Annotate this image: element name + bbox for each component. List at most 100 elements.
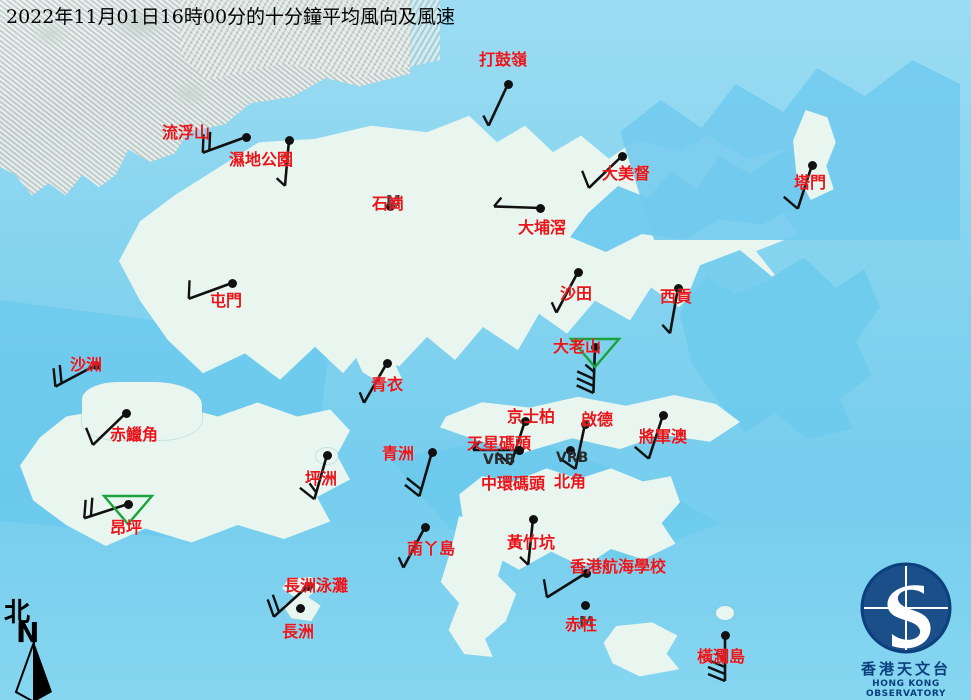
station-dot (581, 568, 591, 578)
wind-barb-icon (581, 155, 623, 189)
hko-emblem-icon (860, 562, 952, 654)
wind-barb-icon (299, 454, 329, 501)
station-label: 青洲 (382, 444, 415, 463)
station-dot (420, 522, 430, 532)
station-label: 打鼓嶺 (479, 50, 528, 69)
station-dot (658, 410, 668, 420)
wind-barb-icon (275, 139, 291, 187)
station-dot (807, 160, 817, 170)
station-label: 赤鱲角 (110, 425, 159, 444)
station-label: 石崗 (372, 194, 405, 213)
station-label: 中環碼頭 (481, 474, 546, 493)
north-arrow: 北 N (4, 592, 66, 700)
station-dot (322, 450, 332, 460)
station-label: 流浮山 (162, 123, 211, 142)
station-label: 塔門 (794, 173, 827, 192)
station-label: 香港航海學校 (570, 557, 667, 576)
north-arrow-needle (14, 641, 52, 700)
station-label: 北角 (554, 472, 587, 491)
station-dot (91, 360, 101, 370)
variable-wind-flag: VRB (556, 450, 589, 466)
station-label: 沙洲 (70, 355, 103, 374)
station-label: 沙田 (560, 284, 593, 303)
station-dot (121, 408, 131, 418)
station-dot (673, 283, 683, 293)
station-label: 昂坪 (110, 518, 143, 537)
station-label: 長洲泳灘 (284, 576, 349, 595)
wind-barb-icon (576, 346, 597, 395)
wind-barb-icon (52, 363, 97, 388)
station-dot (720, 630, 730, 640)
station-dot (295, 603, 305, 613)
variable-wind-flag: VRB (483, 452, 516, 468)
wind-barb-icon (85, 412, 127, 446)
station-dot (590, 342, 600, 352)
missing-data-flag: M (579, 613, 594, 631)
station-dot (573, 267, 583, 277)
station-label: 赤柱 (565, 615, 598, 634)
wind-barb-icon (707, 635, 727, 683)
station-dot (528, 514, 538, 524)
station-label: 南丫島 (407, 539, 456, 558)
station-label: 青衣 (371, 375, 404, 394)
station-dot (580, 600, 590, 610)
hko-logo-label-cn: 香港天文台 (860, 660, 951, 678)
wind-barb-icon (542, 571, 587, 599)
wind-barb-icon (83, 497, 129, 520)
wind-barb-icon (496, 420, 527, 466)
wind-barb-icon (519, 518, 535, 566)
wind-barb-icon (493, 196, 541, 210)
station-label: 大老山 (553, 337, 602, 356)
station-dot (565, 445, 575, 455)
wind-barb-icon (550, 271, 580, 314)
land-waglan (716, 606, 734, 620)
station-dot (535, 203, 545, 213)
mainland-china-texture (180, 0, 440, 81)
station-dot (123, 499, 133, 509)
station-label: 西貢 (660, 287, 693, 306)
station-dot (503, 79, 513, 89)
station-dot (284, 135, 294, 145)
title-bar: 2022年11月01日16時00分的十分鐘平均風向及風速 (0, 0, 971, 30)
wind-barb-icon (187, 280, 233, 300)
hko-logo-label-en: HONG KONG OBSERVATORY (865, 679, 947, 699)
gust-indicator-icon (568, 337, 622, 369)
station-dot (385, 201, 395, 211)
station-label: 濕地公園 (229, 150, 294, 169)
station-label: 黃竹坑 (507, 533, 556, 552)
station-label: 坪洲 (305, 469, 338, 488)
station-dot (303, 581, 313, 591)
north-arrow-label-cn: 北 (4, 598, 31, 628)
station-dot (580, 419, 590, 429)
wind-barb-icon (559, 423, 587, 470)
wind-barb-icon (358, 362, 389, 404)
station-label: 屯門 (210, 291, 243, 310)
gust-indicator-icon (101, 494, 155, 526)
land-chek-lap-kok (82, 382, 202, 440)
station-label: 將軍澳 (639, 427, 688, 446)
wind-barb-icon (397, 526, 427, 569)
missing-data-flag: M (386, 192, 401, 210)
wind-barb-icon (266, 585, 309, 618)
station-dot (520, 416, 530, 426)
wind-barb-icon (661, 287, 680, 335)
page-title: 2022年11月01日16時00分的十分鐘平均風向及風速 (6, 6, 456, 28)
station-label: 啟德 (581, 410, 614, 429)
station-label: 京士柏 (507, 407, 556, 426)
station-dot (241, 132, 251, 142)
north-arrow-label-en: N (16, 616, 40, 649)
station-dot (514, 445, 524, 455)
station-label: 大埔滘 (518, 218, 567, 237)
wind-barb-icon (472, 440, 519, 452)
station-label: 大美督 (602, 164, 651, 183)
wind-barb-icon (634, 414, 665, 460)
station-dot (382, 358, 392, 368)
station-dot (617, 151, 627, 161)
hko-logo: 香港天文台 HONG KONG OBSERVATORY (846, 560, 966, 699)
wind-barb-icon (783, 164, 814, 210)
station-label: 長洲 (282, 622, 315, 641)
station-dot (227, 278, 237, 288)
wind-barb-icon (482, 83, 510, 127)
wind-barb-icon (201, 131, 247, 154)
